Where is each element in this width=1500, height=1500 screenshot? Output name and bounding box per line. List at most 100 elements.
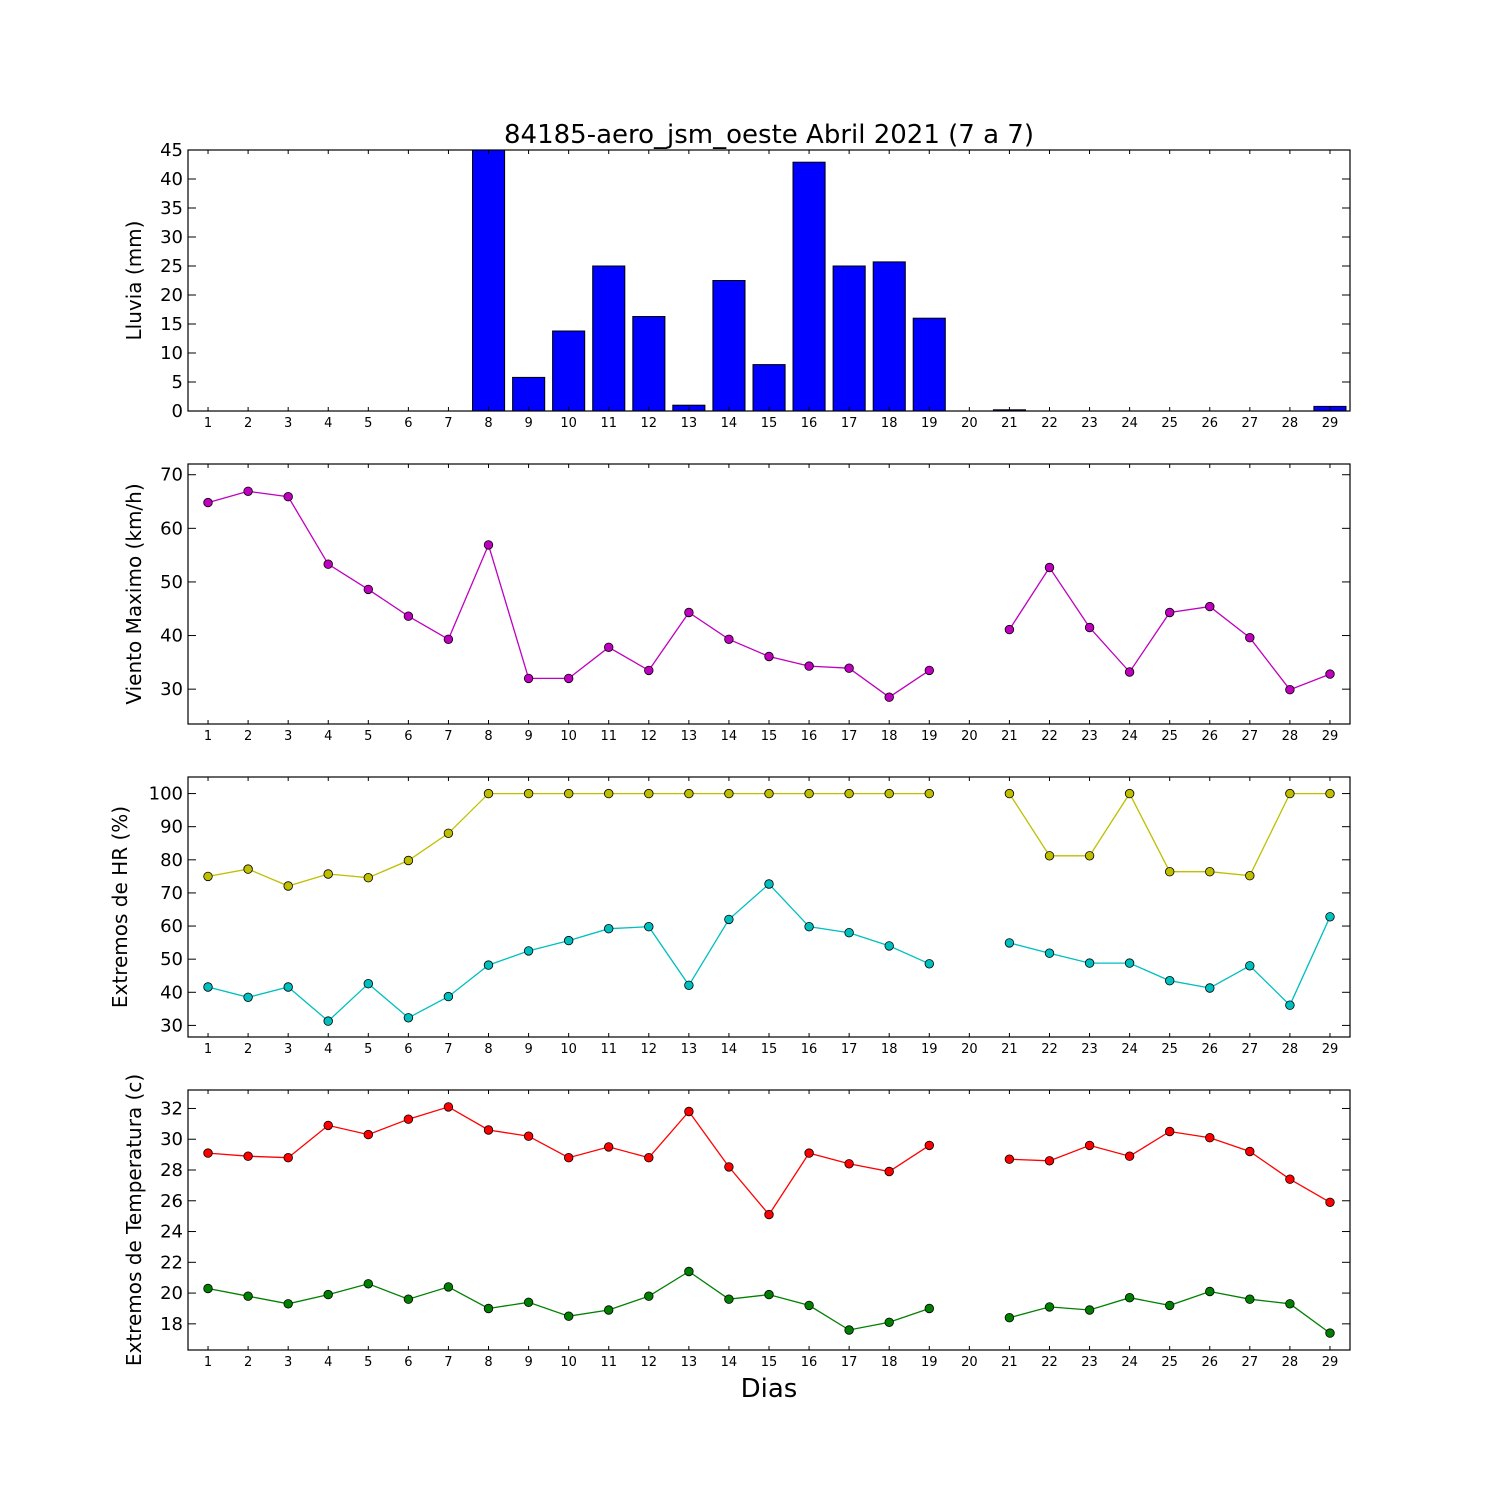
y-tick-label: 0 [172, 401, 183, 422]
x-tick-label: 27 [1242, 1355, 1259, 1370]
series-2-point-day-25 [1164, 976, 1175, 986]
series-2-point-day-7 [443, 1282, 454, 1292]
series-2-point-day-5 [363, 979, 374, 989]
y-tick-label: 30 [160, 679, 183, 700]
x-tick-label: 16 [801, 1355, 818, 1370]
series-1-point-day-10 [564, 673, 574, 684]
x-tick-label: 23 [1081, 729, 1098, 744]
x-tick-label: 14 [721, 729, 738, 744]
series-1-point-day-5 [363, 1129, 374, 1140]
x-tick-label: 11 [600, 416, 617, 431]
series-1-point-day-18 [884, 1166, 894, 1177]
y-tick-label: 70 [160, 465, 183, 486]
x-tick-label: 18 [881, 1355, 898, 1370]
x-tick-label: 8 [484, 729, 492, 744]
series-1-point-day-7 [443, 1102, 454, 1112]
x-tick-label: 18 [881, 1042, 898, 1057]
series-2-point-day-8 [483, 1303, 494, 1314]
series-1-point-day-4 [323, 559, 333, 569]
series-1-point-day-3 [283, 1152, 293, 1163]
x-tick-label: 7 [444, 729, 452, 744]
x-tick-label: 21 [1001, 1355, 1018, 1370]
series-1-point-day-7 [443, 634, 454, 645]
x-tick-label: 20 [961, 416, 978, 431]
x-tick-label: 26 [1201, 729, 1218, 744]
x-tick-label: 4 [324, 1355, 332, 1370]
series-2-point-day-26 [1205, 983, 1215, 993]
series-1-point-day-1 [203, 1148, 213, 1158]
series-1-point-day-29 [1325, 669, 1335, 679]
series-2-point-day-9 [523, 1297, 534, 1308]
series-2-point-day-18 [884, 941, 894, 951]
series-2-point-day-6 [403, 1294, 414, 1304]
y-tick-label: 22 [160, 1252, 183, 1273]
y-axis-label: Lluvia (mm) [122, 221, 146, 341]
y-tick-label: 60 [160, 916, 183, 937]
series-2-point-day-27 [1245, 1294, 1255, 1304]
series-2-point-day-15 [764, 879, 774, 889]
series-1-point-day-19 [924, 1140, 935, 1151]
series-1-point-day-23 [1084, 622, 1095, 633]
x-tick-label: 7 [444, 1355, 452, 1370]
x-tick-label: 5 [364, 1042, 372, 1057]
bar-day-10 [552, 330, 586, 412]
series-1-point-day-24 [1124, 1151, 1135, 1161]
x-tick-label: 1 [204, 416, 212, 431]
series-1-point-day-23 [1084, 851, 1095, 861]
series-1-point-day-13 [684, 607, 694, 618]
series-2-point-day-25 [1164, 1300, 1175, 1311]
y-tick-label: 35 [160, 198, 183, 219]
x-tick-label: 24 [1121, 1042, 1138, 1057]
series-1-point-day-14 [724, 634, 734, 645]
y-tick-label: 30 [160, 227, 183, 248]
x-tick-label: 17 [841, 1042, 858, 1057]
x-tick-label: 4 [324, 1042, 332, 1057]
x-tick-label: 4 [324, 416, 332, 431]
series-1-point-day-28 [1285, 788, 1295, 799]
series-2-point-day-11 [604, 924, 614, 934]
series-2-point-day-21 [1004, 938, 1015, 948]
series-1-point-day-1 [203, 871, 213, 882]
series-2-point-day-10 [564, 935, 574, 946]
series-2-point-day-26 [1205, 1286, 1215, 1297]
y-tick-label: 24 [160, 1222, 183, 1243]
chart-title: 84185-aero_jsm_oeste Abril 2021 (7 a 7) [504, 120, 1034, 150]
x-tick-label: 28 [1282, 1042, 1299, 1057]
series-1-point-day-5 [363, 873, 374, 883]
x-tick-label: 5 [364, 416, 372, 431]
x-tick-label: 18 [881, 416, 898, 431]
x-tick-label: 12 [641, 1042, 658, 1057]
x-tick-label: 3 [284, 729, 292, 744]
series-1-point-day-21 [1004, 1154, 1015, 1164]
panel-2: 1 2 3 4 5 6 7 8 9 10 11 12 13 14 15 16 17 18 19 20 21 22 23 24 2… [122, 463, 1351, 744]
x-tick-label: 10 [560, 416, 577, 431]
series-1-point-day-11 [604, 642, 614, 653]
bar-day-12 [632, 316, 666, 412]
x-tick-label: 3 [284, 1355, 292, 1370]
series-2-point-day-14 [724, 1294, 734, 1304]
series-1-point-day-21 [1004, 624, 1015, 635]
x-tick-label: 27 [1242, 729, 1259, 744]
x-tick-label: 6 [404, 729, 412, 744]
x-tick-label: 2 [244, 416, 252, 431]
x-tick-label: 21 [1001, 729, 1018, 744]
bar-day-14 [712, 280, 746, 412]
x-tick-label: 7 [444, 1042, 452, 1057]
series-2-point-day-4 [323, 1016, 333, 1026]
x-tick-label: 15 [761, 729, 778, 744]
series-2-point-day-23 [1084, 958, 1095, 968]
y-axis-label: Extremos de HR (%) [108, 806, 132, 1008]
series-2-point-day-16 [804, 922, 814, 932]
panel-4: 1 2 3 4 5 6 7 8 9 10 11 12 13 14 15 16 17 18 19 20 21 22 23 24 2… [122, 1074, 1351, 1370]
series-2-point-day-17 [844, 1325, 854, 1335]
x-tick-label: 27 [1242, 1042, 1259, 1057]
series-1-point-day-24 [1124, 788, 1135, 799]
x-tick-label: 1 [204, 1042, 212, 1057]
x-tick-label: 10 [560, 1355, 577, 1370]
series-1-point-day-13 [684, 1106, 694, 1117]
y-tick-label: 25 [160, 256, 183, 277]
x-tick-label: 8 [484, 1042, 492, 1057]
x-tick-label: 24 [1121, 1355, 1138, 1370]
series-2-point-day-19 [924, 959, 935, 969]
panel-3: 1 2 3 4 5 6 7 8 9 10 11 12 13 14 15 16 17 18 19 20 21 22 23 24 2… [108, 776, 1351, 1057]
